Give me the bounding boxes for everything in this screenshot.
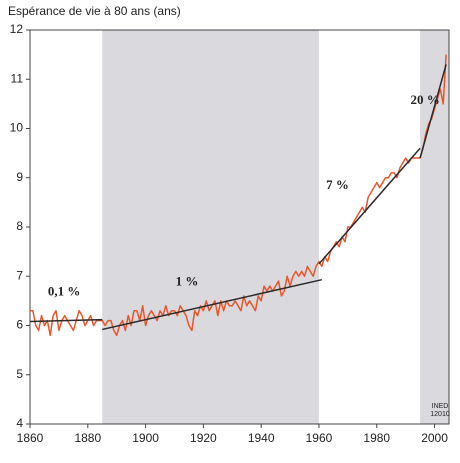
watermark: 12010: [430, 411, 450, 418]
y-tick-label: 6: [16, 318, 23, 332]
watermark: INED: [432, 403, 449, 410]
trend-label: 20 %: [410, 92, 439, 107]
trend-label: 0,1 %: [48, 284, 81, 299]
trend-label: 1 %: [176, 274, 199, 289]
trend-line: [102, 278, 323, 331]
x-tick-label: 1940: [248, 431, 275, 445]
y-tick-label: 9: [16, 170, 23, 184]
y-tick-label: 4: [16, 416, 23, 430]
y-tick-label: 7: [16, 268, 23, 282]
y-tick-label: 8: [16, 219, 23, 233]
x-tick-label: 2000: [421, 431, 448, 445]
trend-line: [318, 147, 421, 265]
trend-line: [419, 64, 447, 159]
x-tick-label: 1880: [74, 431, 101, 445]
x-tick-label: 1860: [17, 431, 44, 445]
y-tick-label: 11: [11, 71, 24, 85]
trend-line: [29, 318, 103, 323]
trend-label: 7 %: [326, 177, 349, 192]
y-tick-label: 10: [10, 121, 24, 135]
chart-title: Espérance de vie à 80 ans (ans): [8, 4, 181, 18]
x-tick-label: 1900: [132, 431, 159, 445]
y-tick-label: 5: [16, 367, 23, 381]
x-tick-label: 1920: [190, 431, 217, 445]
x-tick-label: 1980: [363, 431, 390, 445]
shaded-period: [102, 30, 319, 424]
y-tick-label: 12: [10, 22, 24, 36]
x-tick-label: 1960: [306, 431, 333, 445]
series-line: [30, 54, 447, 337]
